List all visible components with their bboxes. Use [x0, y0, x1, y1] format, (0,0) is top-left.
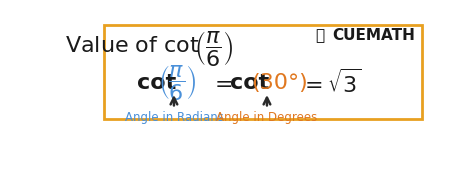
Text: Angle in Radians: Angle in Radians — [125, 111, 223, 124]
Text: 🚀: 🚀 — [315, 28, 324, 43]
Text: cot: cot — [230, 73, 269, 93]
Text: $=$: $=$ — [210, 73, 233, 93]
Text: CUEMATH: CUEMATH — [332, 28, 415, 43]
Text: Value of cot$\!\left(\dfrac{\pi}{6}\right)$: Value of cot$\!\left(\dfrac{\pi}{6}\righ… — [64, 29, 233, 68]
Text: Angle in Degrees: Angle in Degrees — [216, 111, 318, 124]
Text: $=\sqrt{3}$: $=\sqrt{3}$ — [300, 69, 361, 97]
Text: (30°): (30°) — [251, 73, 308, 93]
Text: $\left(\dfrac{\pi}{6}\right)$: $\left(\dfrac{\pi}{6}\right)$ — [158, 63, 197, 102]
FancyBboxPatch shape — [104, 25, 422, 119]
Text: cot: cot — [137, 73, 176, 93]
